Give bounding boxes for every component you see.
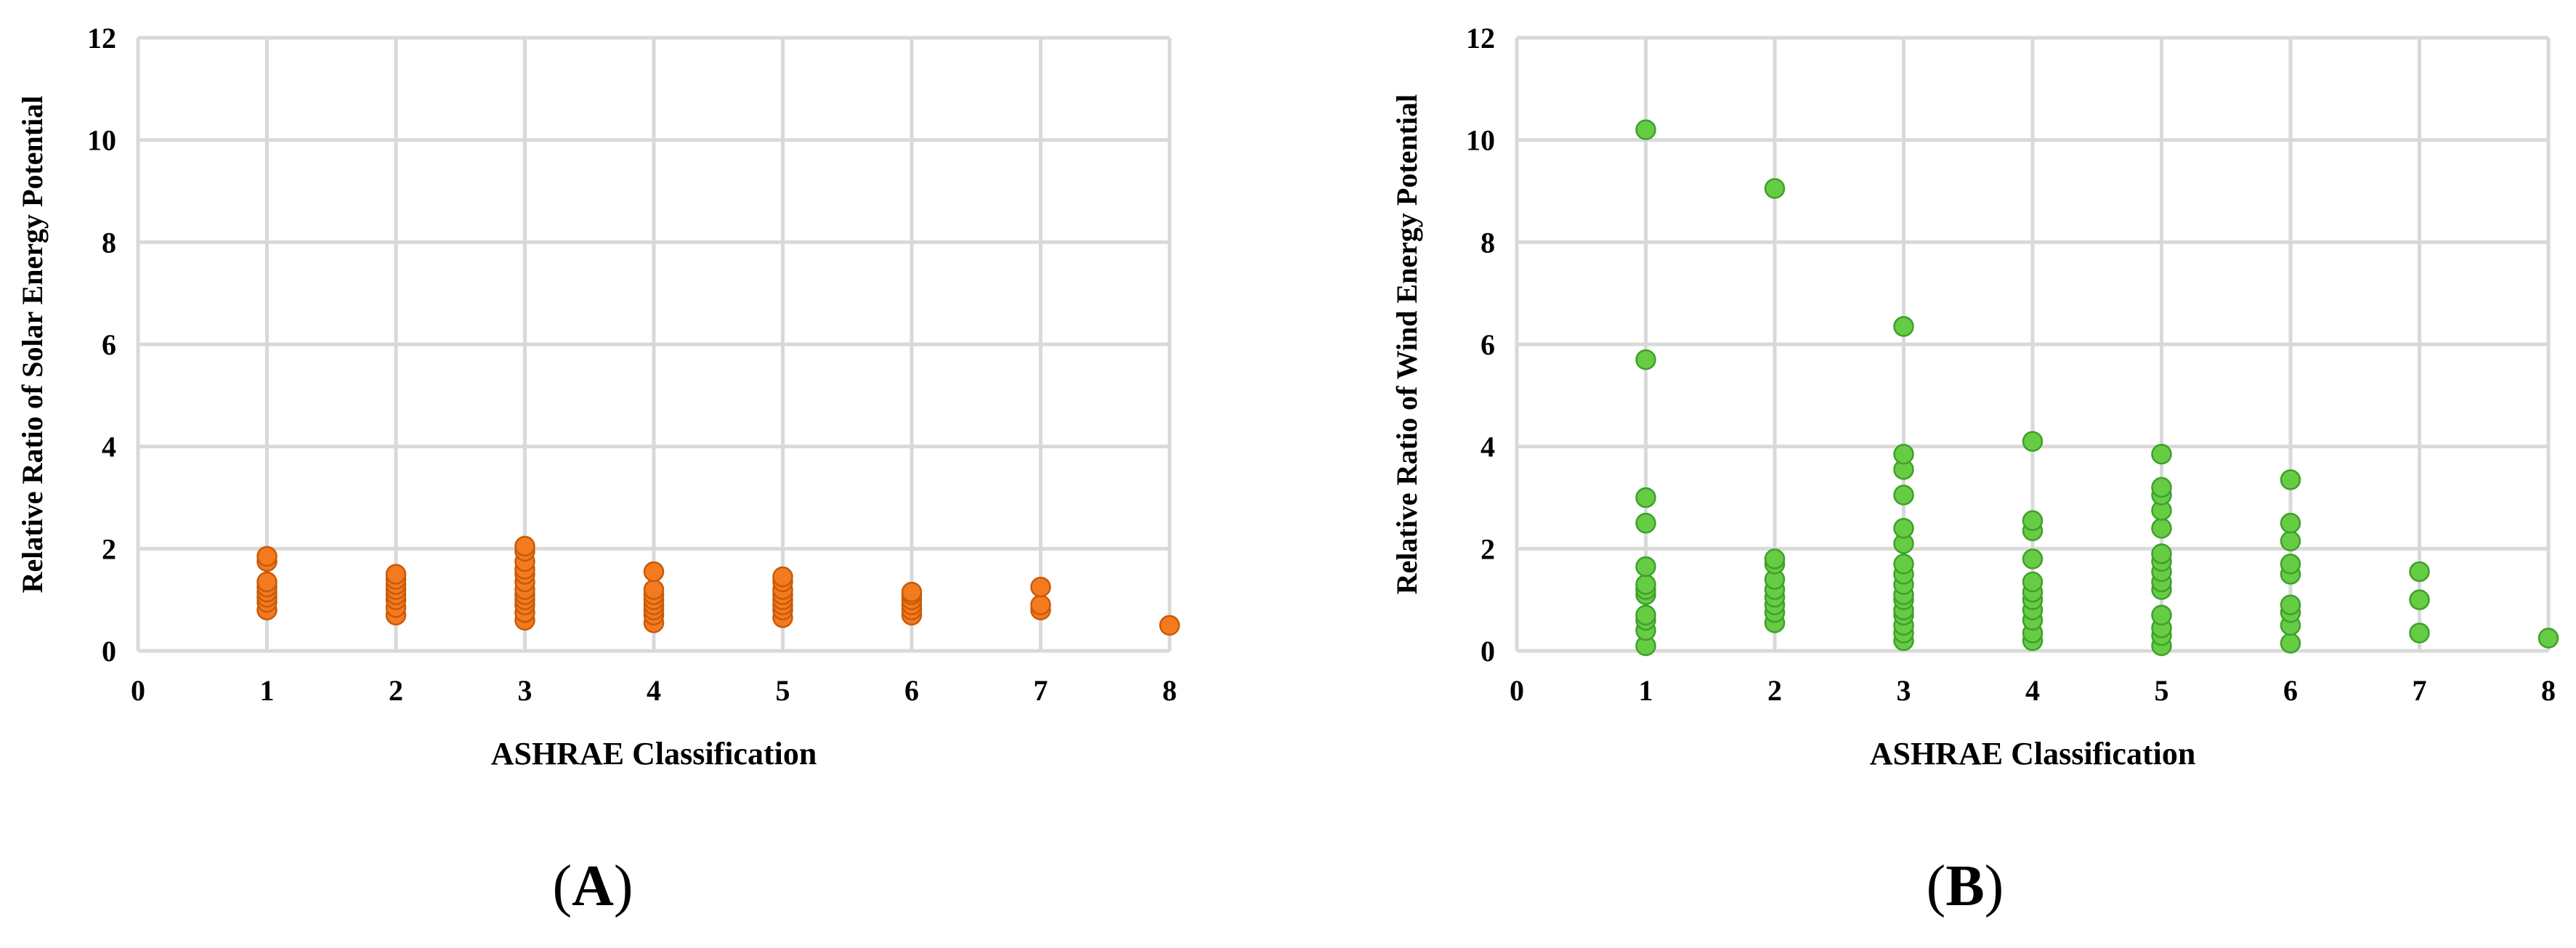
- wind-data-point: [1635, 556, 1656, 578]
- solar-x-tick-label: 3: [518, 674, 532, 707]
- wind-y-tick-label: 2: [1481, 532, 1495, 565]
- solar-x-tick-label: 4: [647, 674, 661, 707]
- wind-data-point: [2151, 604, 2172, 626]
- wind-data-point: [2280, 512, 2301, 534]
- solar-x-tick-label: 7: [1034, 674, 1048, 707]
- wind-data-point: [1893, 554, 1914, 575]
- solar-data-point: [256, 571, 278, 593]
- panel-label-a: (A): [520, 857, 665, 915]
- wind-y-tick-label: 6: [1481, 328, 1495, 361]
- wind-data-point: [2022, 571, 2044, 593]
- solar-data-point: [1159, 615, 1180, 636]
- wind-x-tick-label: 3: [1897, 674, 1911, 707]
- wind-data-point: [1893, 517, 1914, 539]
- solar-x-tick-label: 1: [260, 674, 275, 707]
- wind-data-point: [2280, 554, 2301, 575]
- wind-data-point: [1764, 548, 1786, 570]
- wind-data-point: [1635, 119, 1656, 140]
- wind-data-point: [1764, 178, 1786, 199]
- wind-data-point: [1893, 316, 1914, 337]
- wind-y-tick-label: 8: [1481, 226, 1495, 259]
- solar-data-point: [1030, 594, 1051, 615]
- wind-data-point: [2151, 477, 2172, 498]
- wind-data-point: [2022, 431, 2044, 452]
- wind-data-point: [2537, 628, 2559, 649]
- wind-data-point: [1635, 349, 1656, 370]
- wind-y-tick-label: 12: [1466, 22, 1495, 54]
- solar-x-tick-label: 8: [1162, 674, 1177, 707]
- wind-x-tick-label: 0: [1510, 674, 1524, 707]
- wind-data-point: [2022, 510, 2044, 531]
- panel-label-b: (B): [1892, 857, 2038, 915]
- wind-x-axis-title: ASHRAE Classification: [1870, 736, 2196, 771]
- wind-data-point: [2409, 623, 2430, 644]
- solar-x-axis-title: ASHRAE Classification: [491, 736, 817, 771]
- solar-y-tick-label: 4: [102, 431, 116, 463]
- wind-data-point: [1893, 443, 1914, 465]
- solar-data-point: [772, 566, 793, 588]
- wind-data-point: [2280, 469, 2301, 490]
- wind-data-point: [1893, 485, 1914, 506]
- panel-a-paren-close: ): [613, 854, 633, 918]
- wind-x-tick-label: 1: [1639, 674, 1653, 707]
- solar-y-tick-label: 8: [102, 226, 116, 259]
- wind-data-point: [2409, 589, 2430, 610]
- solar-data-point: [901, 581, 923, 603]
- wind-x-tick-label: 6: [2283, 674, 2298, 707]
- wind-x-tick-label: 8: [2541, 674, 2556, 707]
- solar-y-tick-label: 12: [87, 22, 116, 54]
- panel-b-paren-close: ): [1984, 854, 2004, 918]
- solar-data-point: [385, 564, 407, 585]
- panel-b-letter: B: [1945, 854, 1985, 918]
- wind-x-tick-label: 2: [1767, 674, 1782, 707]
- solar-data-point: [256, 546, 278, 567]
- panel-b-paren-open: (: [1926, 854, 1946, 918]
- wind-y-tick-label: 0: [1481, 635, 1495, 668]
- solar-y-tick-label: 10: [87, 124, 116, 157]
- solar-x-tick-label: 0: [131, 674, 145, 707]
- panel-a-paren-open: (: [552, 854, 572, 918]
- solar-x-tick-label: 2: [389, 674, 403, 707]
- wind-data-point: [2409, 561, 2430, 583]
- solar-y-tick-label: 2: [102, 532, 116, 565]
- solar-data-point: [514, 535, 535, 557]
- wind-x-tick-label: 7: [2413, 674, 2427, 707]
- wind-data-point: [2022, 548, 2044, 570]
- wind-y-axis-title: Relative Ratio of Wind Energy Potential: [1390, 94, 1423, 594]
- solar-y-tick-label: 6: [102, 328, 116, 361]
- wind-data-point: [2280, 530, 2301, 552]
- solar-x-tick-label: 6: [904, 674, 919, 707]
- wind-y-tick-label: 4: [1481, 431, 1495, 463]
- solar-y-tick-label: 0: [102, 635, 116, 668]
- wind-data-point: [2280, 594, 2301, 615]
- wind-data-point: [1635, 487, 1656, 509]
- wind-data-point: [1635, 604, 1656, 626]
- wind-data-point: [2151, 443, 2172, 465]
- solar-data-point: [643, 561, 665, 583]
- wind-x-tick-label: 5: [2155, 674, 2169, 707]
- solar-data-point: [643, 579, 665, 600]
- wind-data-point: [1635, 574, 1656, 595]
- wind-y-tick-label: 10: [1466, 124, 1495, 157]
- solar-x-tick-label: 5: [776, 674, 790, 707]
- solar-data-point: [1030, 576, 1051, 598]
- solar-y-axis-title: Relative Ratio of Solar Energy Potential: [16, 96, 49, 593]
- wind-data-point: [2280, 633, 2301, 654]
- panel-a-letter: A: [572, 854, 614, 918]
- wind-data-point: [1635, 512, 1656, 534]
- wind-x-tick-label: 4: [2025, 674, 2040, 707]
- wind-data-point: [2151, 517, 2172, 539]
- wind-data-point: [2151, 543, 2172, 564]
